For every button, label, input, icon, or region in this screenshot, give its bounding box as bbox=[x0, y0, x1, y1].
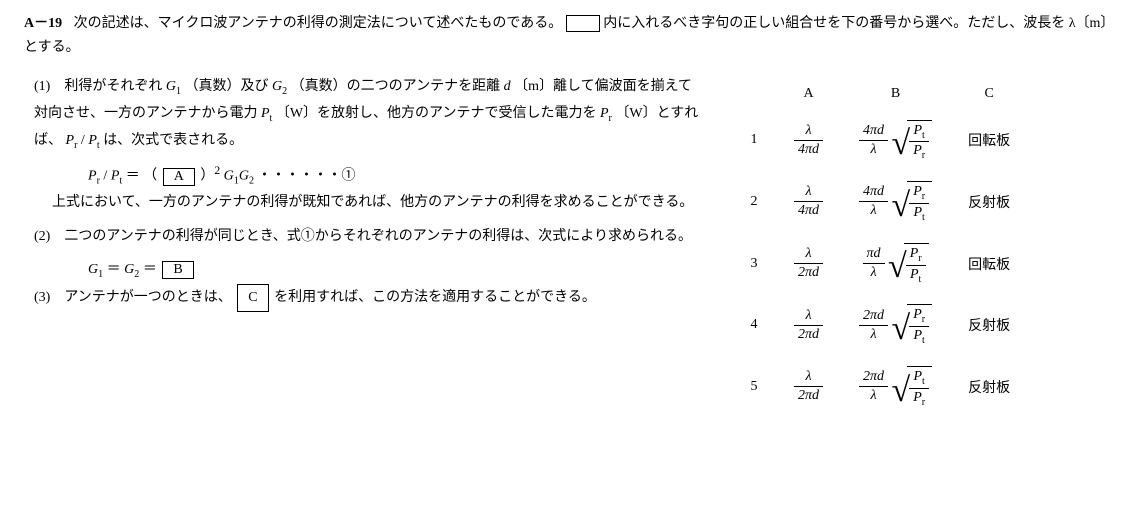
paren: ） bbox=[200, 169, 214, 184]
sub: 2 bbox=[134, 269, 139, 280]
cell-a: λ4πd bbox=[776, 171, 841, 233]
col-blank bbox=[736, 86, 776, 110]
sub: 1 bbox=[98, 269, 103, 280]
cell-c: 反射板 bbox=[950, 171, 1028, 233]
var-g1: G bbox=[166, 79, 176, 94]
content-container: (1) 利得がそれぞれ G1 （真数）及び G2 （真数）の二つのアンテナを距離… bbox=[24, 74, 1116, 418]
equation-2: G1 ＝ G2 ＝ B bbox=[24, 258, 704, 280]
sub: t bbox=[97, 140, 100, 151]
cell-c: 回転板 bbox=[950, 110, 1028, 172]
cell-b: 4πdλ √PrPt bbox=[841, 171, 950, 233]
sub: 2 bbox=[282, 85, 287, 96]
text: (1) 利得がそれぞれ bbox=[34, 79, 166, 94]
paragraph-3: (3) アンテナが一つのときは、 C を利用すれば、この方法を適用することができ… bbox=[24, 284, 704, 312]
stem-1: 次の記述は、マイクロ波アンテナの利得の測定法について述べたものである。 bbox=[74, 16, 563, 31]
var-d: d bbox=[504, 79, 511, 94]
sub: r bbox=[74, 140, 77, 151]
g: G bbox=[239, 169, 249, 184]
var-pr: P bbox=[600, 106, 609, 121]
cell-c: 反射板 bbox=[950, 294, 1028, 356]
answer-table: A B C 1λ4πd4πdλ √PtPr回転板2λ4πd4πdλ √PrPt反… bbox=[736, 86, 1028, 418]
answer-row: 2λ4πd4πdλ √PrPt反射板 bbox=[736, 171, 1028, 233]
text: 〔W〕を放射し、他方のアンテナで受信した電力を bbox=[276, 106, 600, 121]
row-number: 5 bbox=[736, 356, 776, 418]
cell-b: 4πdλ √PtPr bbox=[841, 110, 950, 172]
text: は、次式で表される。 bbox=[103, 133, 243, 148]
cell-c: 反射板 bbox=[950, 356, 1028, 418]
col-c: C bbox=[950, 86, 1028, 110]
answer-row: 5λ2πd2πdλ √PtPr反射板 bbox=[736, 356, 1028, 418]
cell-a: λ4πd bbox=[776, 110, 841, 172]
cell-b: πdλ √PrPt bbox=[841, 233, 950, 295]
sub: 1 bbox=[176, 85, 181, 96]
box-a: A bbox=[163, 168, 195, 186]
text: （真数）及び bbox=[185, 79, 273, 94]
paragraph-1-tail: 上式において、一方のアンテナの利得が既知であれば、他方のアンテナの利得を求めるこ… bbox=[24, 190, 704, 216]
row-number: 1 bbox=[736, 110, 776, 172]
cell-a: λ2πd bbox=[776, 294, 841, 356]
eq: ＝ bbox=[143, 262, 161, 277]
eq: ＝ bbox=[107, 262, 125, 277]
answer-row: 4λ2πd2πdλ √PrPt反射板 bbox=[736, 294, 1028, 356]
sub: r bbox=[609, 113, 612, 124]
question-number: A－19 bbox=[24, 16, 62, 31]
answer-row: 1λ4πd4πdλ √PtPr回転板 bbox=[736, 110, 1028, 172]
g2: G bbox=[124, 262, 134, 277]
col-b: B bbox=[841, 86, 950, 110]
var-pt2: P bbox=[88, 133, 97, 148]
cell-c: 回転板 bbox=[950, 233, 1028, 295]
cell-b: 2πdλ √PtPr bbox=[841, 356, 950, 418]
slash: / bbox=[103, 169, 110, 184]
cell-b: 2πdλ √PrPt bbox=[841, 294, 950, 356]
dots: ・・・・・・① bbox=[257, 169, 355, 184]
row-number: 4 bbox=[736, 294, 776, 356]
col-a: A bbox=[776, 86, 841, 110]
box-c: C bbox=[237, 284, 268, 312]
cell-a: λ2πd bbox=[776, 356, 841, 418]
sub: 2 bbox=[249, 175, 254, 186]
equals: ＝ （ bbox=[126, 169, 161, 184]
paragraph-2: (2) 二つのアンテナの利得が同じとき、式①からそれぞれのアンテナの利得は、次式… bbox=[24, 224, 704, 250]
var-pr2: P bbox=[66, 133, 75, 148]
answer-row: 3λ2πdπdλ √PrPt回転板 bbox=[736, 233, 1028, 295]
question-body: (1) 利得がそれぞれ G1 （真数）及び G2 （真数）の二つのアンテナを距離… bbox=[24, 74, 704, 418]
var-g2: G bbox=[272, 79, 282, 94]
sub: t bbox=[270, 113, 273, 124]
row-number: 3 bbox=[736, 233, 776, 295]
question-header: A－19 次の記述は、マイクロ波アンテナの利得の測定法について述べたものである。… bbox=[24, 12, 1116, 60]
box-b: B bbox=[162, 261, 193, 279]
var-pt: P bbox=[261, 106, 270, 121]
equation-1: Pr / Pt ＝ （ A ）2 G1G2 ・・・・・・① bbox=[24, 164, 704, 186]
cell-a: λ2πd bbox=[776, 233, 841, 295]
g: G bbox=[224, 169, 234, 184]
sub: r bbox=[97, 175, 100, 186]
answer-choices: A B C 1λ4πd4πdλ √PtPr回転板2λ4πd4πdλ √PrPt反… bbox=[736, 74, 1028, 418]
g1: G bbox=[88, 262, 98, 277]
row-number: 2 bbox=[736, 171, 776, 233]
paragraph-1: (1) 利得がそれぞれ G1 （真数）及び G2 （真数）の二つのアンテナを距離… bbox=[24, 74, 704, 156]
eq1-pr: P bbox=[88, 169, 97, 184]
sub: t bbox=[119, 175, 122, 186]
sq: 2 bbox=[214, 164, 220, 177]
text: （真数）の二つのアンテナを距離 bbox=[291, 79, 504, 94]
text: (3) アンテナが一つのときは、 bbox=[34, 290, 232, 305]
text: を利用すれば、この方法を適用することができる。 bbox=[274, 290, 596, 305]
blank-box-indicator bbox=[566, 15, 600, 32]
